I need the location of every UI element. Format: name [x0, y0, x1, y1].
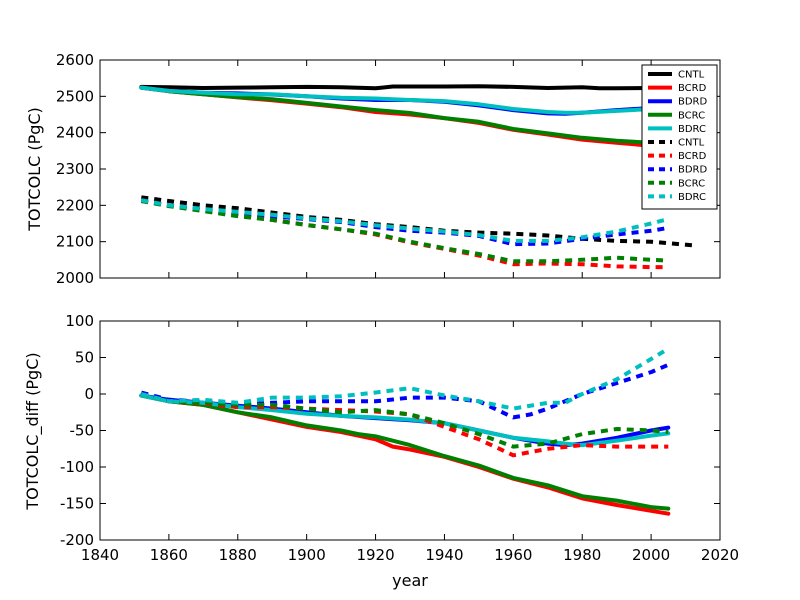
bottom-xtick-label: 2000 — [632, 546, 670, 564]
bottom-ytick-label: 0 — [84, 385, 94, 403]
bottom-xtick-label: 1960 — [494, 546, 532, 564]
bottom-ytick-label: 100 — [65, 312, 94, 330]
top-series-bcrd-dashed — [140, 199, 669, 270]
legend-label: BCRC — [678, 178, 705, 189]
bottom-series-bcrc-dashed — [140, 392, 669, 449]
bottom-xtick-label: 1900 — [288, 546, 326, 564]
legend: CNTL BCRD BDRD BCRC BDRC CNTL BCRD BDRD BCRC BDRC — [641, 64, 718, 210]
bottom-xtick-label: 1860 — [150, 546, 188, 564]
top-ytick-label: 2600 — [56, 51, 94, 69]
bottom-ytick-label: -150 — [60, 495, 94, 513]
bottom-xtick-label: 1940 — [425, 546, 463, 564]
top-series-bdrd-dashed — [140, 198, 669, 247]
legend-label: BCRC — [678, 110, 705, 121]
legend-label: BDRD — [678, 97, 708, 108]
top-plot: 2000 2100 2200 2300 2400 2500 2600 CNTL BCRD BDRD… — [56, 51, 721, 287]
bottom-series-bdrc-dashed — [140, 346, 670, 411]
bottom-xtick-label: 1920 — [356, 546, 394, 564]
top-ytick-label: 2300 — [56, 160, 94, 178]
legend-label: BDRC — [678, 192, 706, 203]
top-series-bdrc-solid — [139, 85, 671, 115]
top-series-cntl-solid — [139, 84, 671, 91]
top-series-bcrc-solid — [139, 85, 671, 147]
legend-label: BCRD — [678, 151, 707, 162]
legend-label: BCRD — [678, 83, 707, 94]
bottom-ytick-label: 50 — [75, 349, 94, 367]
top-ytick-label: 2100 — [56, 233, 94, 251]
legend-label: BDRC — [678, 124, 706, 135]
top-ylabel: TOTCOLC (PgC) — [25, 107, 44, 232]
bottom-series-group — [139, 346, 671, 516]
top-ytick-label: 2500 — [56, 87, 94, 105]
legend-label: CNTL — [678, 138, 705, 149]
bottom-xtick-label: 1880 — [219, 546, 257, 564]
bottom-xtick-label: 1840 — [81, 546, 119, 564]
top-ytick-label: 2200 — [56, 196, 94, 214]
bottom-xlabel: year — [392, 571, 428, 590]
bottom-ytick-label: -50 — [70, 422, 95, 440]
bottom-ytick-label: -200 — [60, 531, 94, 549]
legend-label: BDRD — [678, 165, 708, 176]
top-series-cntl-dashed — [141, 195, 693, 248]
bottom-ylabel: TOTCOLC_diff (PgC) — [23, 352, 43, 510]
top-series-bdrc-dashed — [140, 198, 669, 243]
bottom-xtick-label: 2020 — [701, 546, 739, 564]
bottom-ytick-label: -100 — [60, 458, 94, 476]
bottom-series-bcrc-solid — [139, 393, 671, 511]
top-ytick-label: 2400 — [56, 124, 94, 142]
bottom-plot: -200 -150 -100 -50 0 50 100 1840 1860 1880 1900 192… — [60, 312, 739, 564]
legend-label: CNTL — [678, 70, 705, 81]
top-series-group — [139, 84, 693, 270]
top-series-bcrc-dashed — [140, 199, 669, 264]
bottom-xtick-label: 1980 — [563, 546, 601, 564]
top-ytick-label: 2000 — [56, 269, 94, 287]
